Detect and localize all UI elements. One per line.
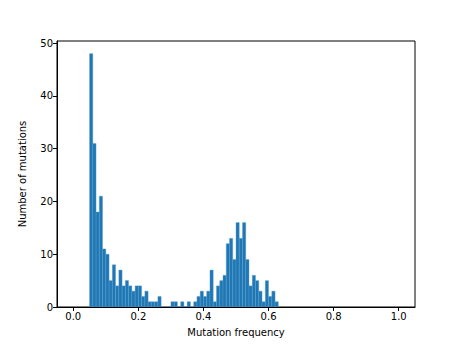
svg-text:30: 30 [40, 143, 53, 154]
svg-text:10: 10 [40, 249, 53, 260]
svg-text:0: 0 [47, 302, 53, 313]
svg-text:20: 20 [40, 196, 53, 207]
svg-text:1.0: 1.0 [391, 311, 407, 322]
svg-text:40: 40 [40, 90, 53, 101]
svg-text:0.0: 0.0 [65, 311, 81, 322]
svg-text:0.2: 0.2 [130, 311, 146, 322]
svg-text:Number of mutations: Number of mutations [17, 121, 28, 228]
svg-text:0.6: 0.6 [261, 311, 277, 322]
svg-text:0.8: 0.8 [326, 311, 342, 322]
svg-text:0.4: 0.4 [196, 311, 212, 322]
svg-text:Mutation frequency: Mutation frequency [187, 327, 285, 338]
svg-text:50: 50 [40, 38, 53, 49]
